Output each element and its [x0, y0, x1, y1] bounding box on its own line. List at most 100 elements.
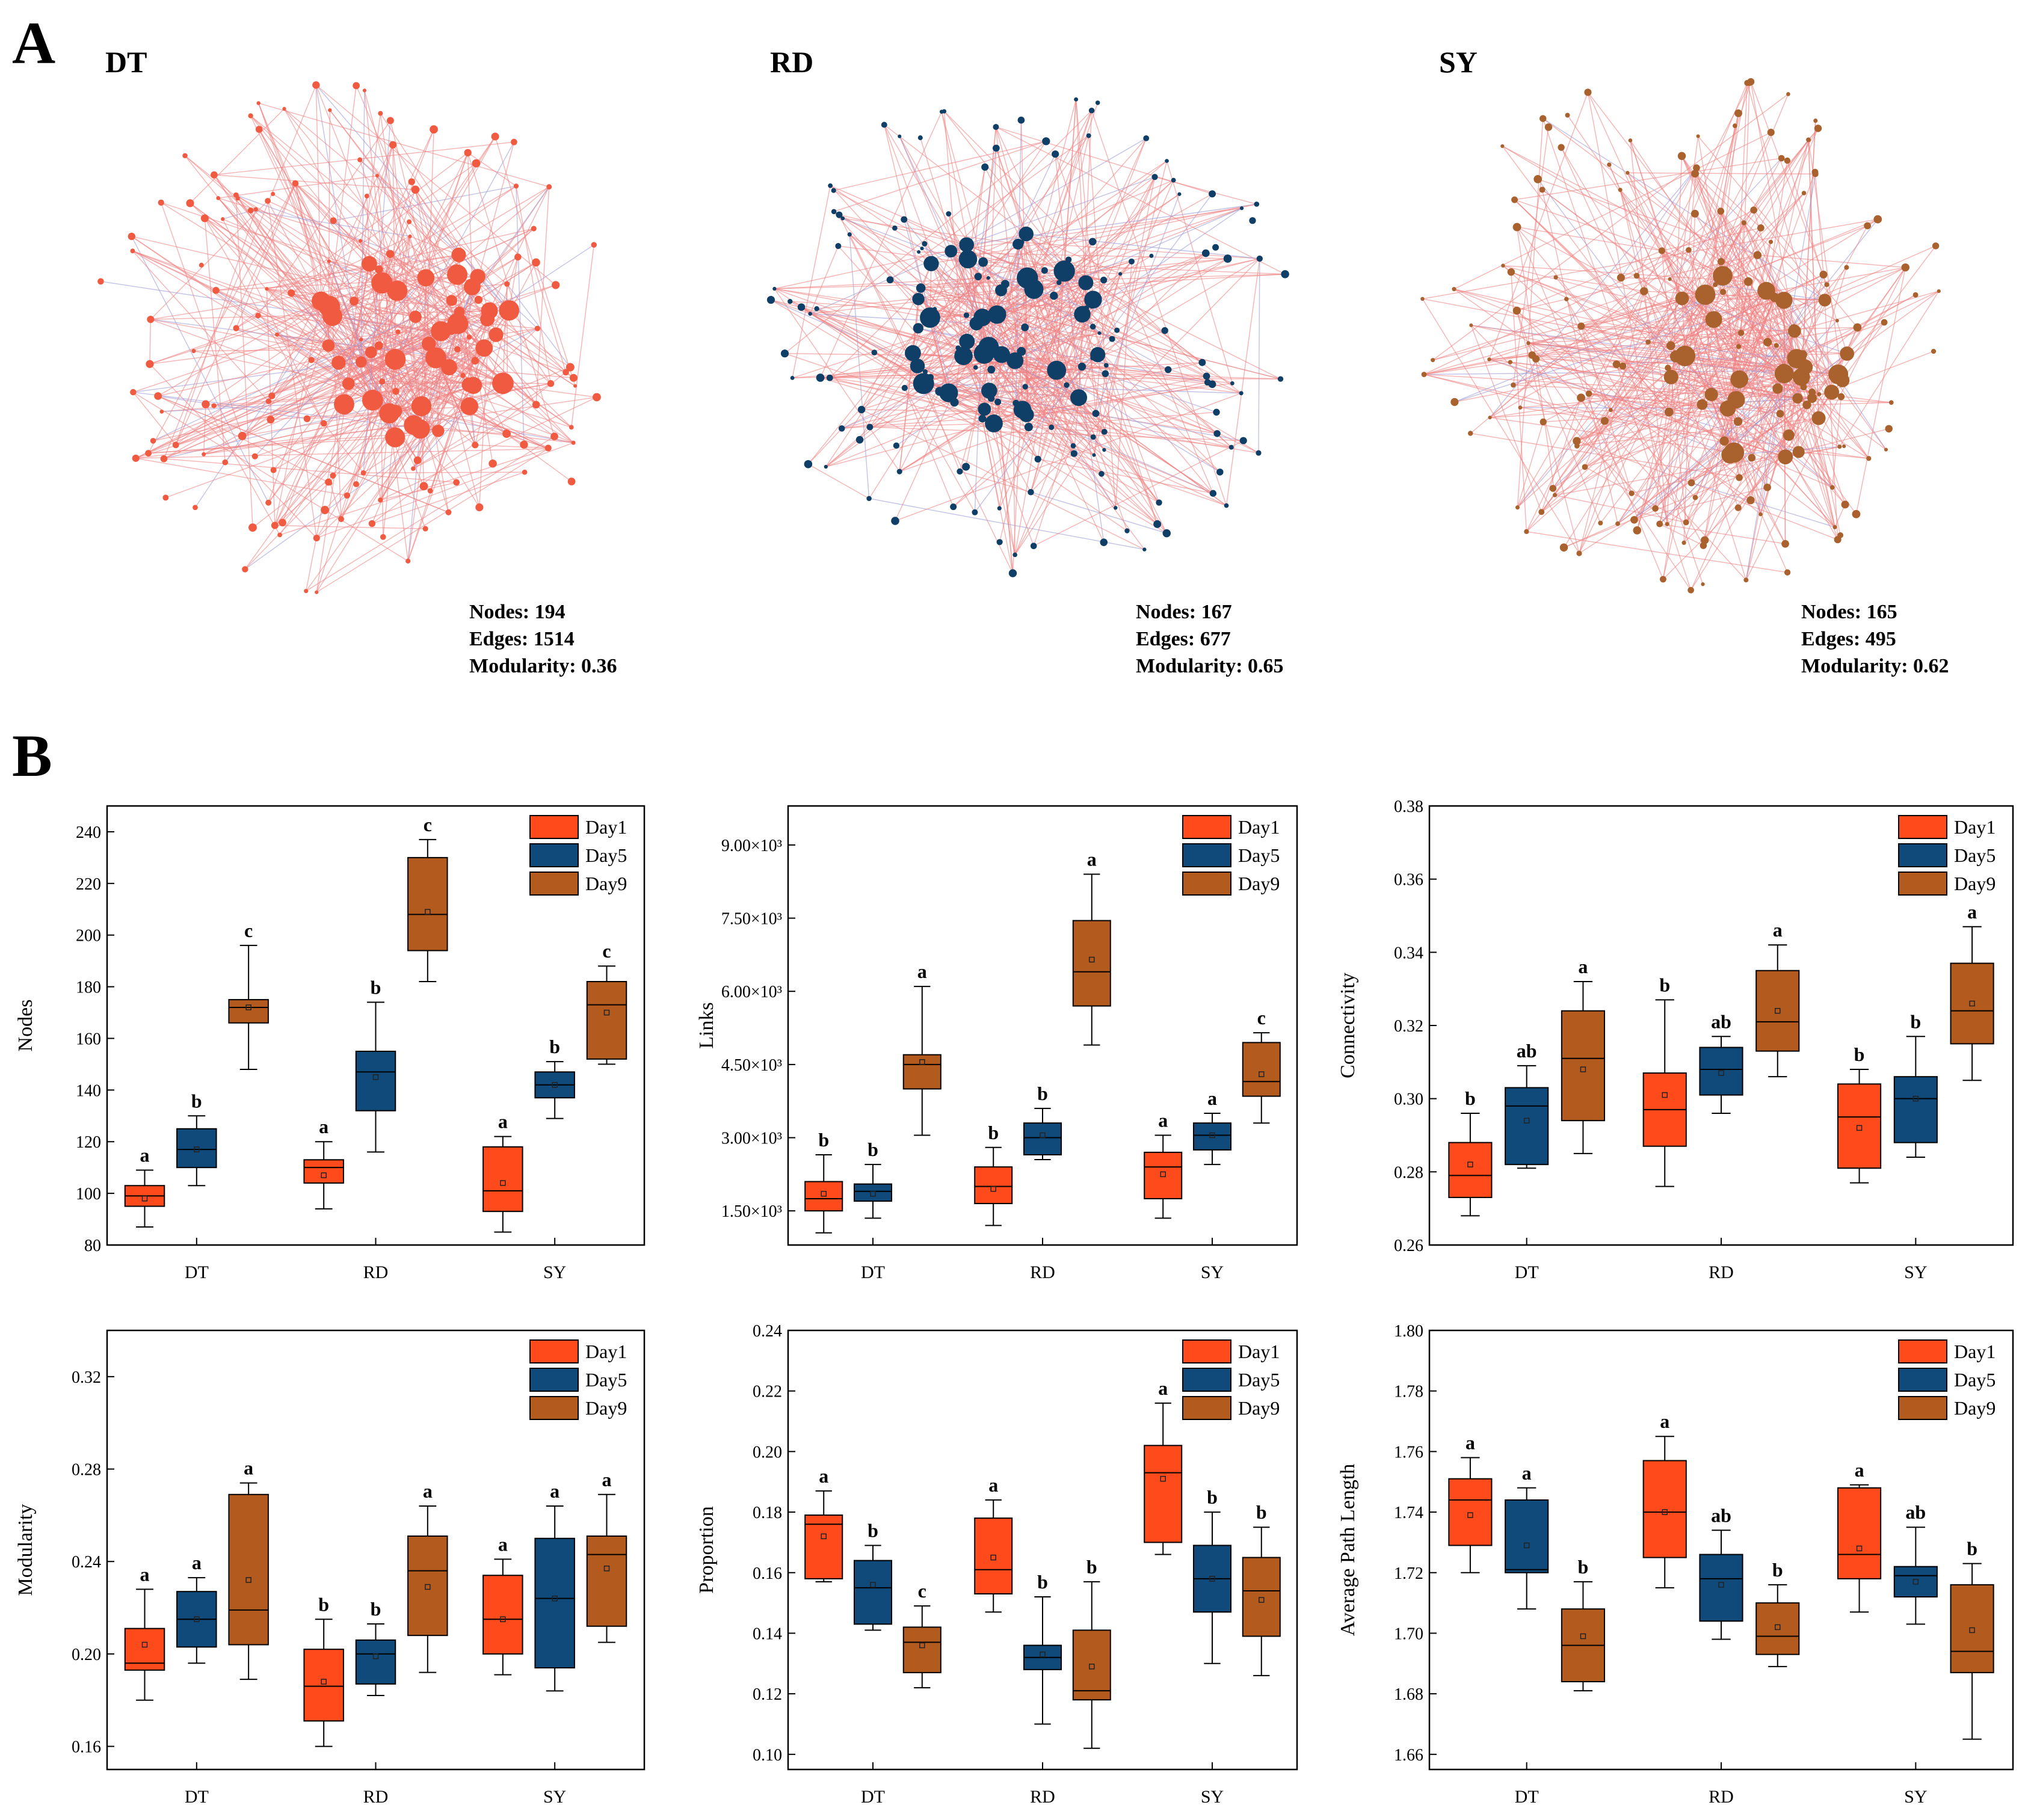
- network-node: [212, 287, 220, 294]
- box-mean: [1467, 1161, 1473, 1167]
- y-tick-label: 1.50×10³: [721, 1202, 782, 1221]
- y-tick-label: 0.14: [753, 1625, 782, 1643]
- network-edge: [135, 316, 416, 459]
- box-mean: [1718, 1582, 1724, 1588]
- significance-label: a: [602, 1469, 611, 1490]
- significance-label: a: [1207, 1087, 1217, 1109]
- network-edge: [435, 357, 476, 446]
- network-edge: [1068, 259, 1242, 394]
- legend-label: Day9: [1238, 1397, 1280, 1419]
- box-mean: [372, 1074, 379, 1080]
- network-node: [1758, 512, 1763, 517]
- network-node: [1835, 319, 1839, 323]
- y-tick-label: 0.16: [753, 1564, 782, 1583]
- network-edge: [390, 120, 442, 331]
- network-node: [973, 343, 994, 364]
- network-node: [362, 88, 367, 93]
- network-node: [247, 208, 254, 214]
- network-edge: [839, 214, 1014, 574]
- network-node: [1156, 499, 1162, 506]
- network-node: [995, 284, 1007, 297]
- boxplot-nodes: 80 100 120 140 160 180 200 220 240 Nodes DT a b c RD a b…: [14, 805, 646, 1282]
- network-edge: [1751, 388, 1778, 458]
- network-node: [1824, 282, 1829, 287]
- network-node: [472, 441, 479, 449]
- network-edge: [960, 471, 1031, 493]
- network-node: [1558, 144, 1565, 151]
- network-edge: [1609, 164, 1734, 453]
- box-mean: [821, 1533, 827, 1540]
- network-edge: [890, 279, 977, 324]
- network-edge: [1555, 451, 1799, 496]
- network-node: [1256, 255, 1263, 262]
- box-iqr: [407, 1535, 448, 1637]
- network-node: [993, 346, 1010, 363]
- network-node: [532, 401, 540, 409]
- network-edge: [1025, 386, 1079, 398]
- network-node: [1078, 275, 1094, 291]
- x-tick-label: RD: [363, 1262, 389, 1282]
- network-edge: [451, 300, 574, 378]
- network-node: [322, 306, 343, 326]
- network-edge: [1576, 281, 1749, 441]
- box-mean: [990, 1554, 996, 1561]
- network-edge: [132, 250, 269, 402]
- network-node: [1203, 372, 1210, 380]
- y-tick-label: 0.18: [753, 1504, 782, 1522]
- network-node: [1743, 277, 1753, 286]
- legend-swatch: [1182, 1339, 1231, 1363]
- network-node: [1840, 346, 1855, 361]
- network-edge: [1617, 297, 1775, 524]
- box-day5-sy: b: [534, 1036, 575, 1119]
- network-node: [1103, 363, 1109, 368]
- network-edge: [1528, 342, 1805, 367]
- network-node: [359, 337, 363, 342]
- network-node: [959, 237, 975, 253]
- network-edge: [1091, 110, 1227, 506]
- network-edge: [966, 341, 1158, 524]
- network-edge: [1796, 291, 1940, 359]
- network-edge: [1633, 353, 1848, 520]
- network-node: [923, 256, 939, 271]
- network-node: [191, 349, 196, 354]
- legend-label: Day1: [1238, 1341, 1280, 1362]
- network-node: [1763, 337, 1772, 346]
- box-iqr: [1755, 970, 1800, 1052]
- x-tick-label: RD: [1709, 1262, 1734, 1282]
- network-edge: [923, 259, 969, 384]
- network-edge: [148, 437, 395, 454]
- network-edge: [1561, 147, 1622, 278]
- network-node: [1792, 446, 1805, 458]
- network-node: [1639, 287, 1648, 295]
- network-node: [1784, 569, 1791, 576]
- network-node: [1681, 540, 1686, 546]
- x-tick-label: DT: [185, 1787, 209, 1807]
- box-day5-dt: b: [176, 1090, 217, 1187]
- network-node: [1837, 393, 1845, 401]
- network-edge: [1739, 434, 1789, 478]
- network-node: [1777, 363, 1791, 378]
- network-node: [898, 134, 902, 138]
- network-node: [1021, 323, 1029, 331]
- box-mean: [919, 1059, 925, 1065]
- network-node: [958, 250, 978, 269]
- network-edge: [1662, 404, 1703, 580]
- network-node: [475, 503, 484, 512]
- network-edge: [506, 284, 508, 383]
- significance-label: a: [319, 1116, 328, 1137]
- network-node: [1528, 351, 1536, 359]
- network-node: [1177, 192, 1182, 196]
- network-edge: [1757, 254, 1906, 268]
- network-edge: [267, 254, 459, 289]
- box-mean: [1089, 956, 1095, 963]
- network-edge: [1517, 422, 1544, 508]
- network-node: [1064, 382, 1070, 388]
- network-node: [591, 242, 597, 248]
- network-edge: [1225, 258, 1260, 506]
- network-node: [362, 390, 383, 411]
- y-tick-label: 1.78: [1394, 1383, 1423, 1401]
- network-node: [255, 313, 261, 319]
- significance-label: b: [1086, 1556, 1097, 1578]
- network-node: [1559, 543, 1568, 552]
- network-node: [1852, 509, 1861, 518]
